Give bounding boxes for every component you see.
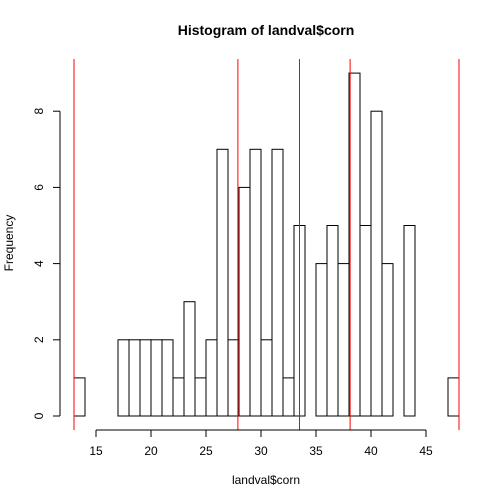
histogram-bar (403, 225, 416, 417)
histogram-bar (238, 186, 251, 417)
y-tick-label: 2 (32, 336, 46, 343)
histogram-bar (117, 339, 130, 417)
histogram-bar (139, 339, 152, 417)
y-axis-label: Frequency (2, 215, 16, 272)
histogram-bar (205, 339, 218, 417)
histogram-bar (359, 225, 372, 417)
x-tick-label: 20 (144, 444, 158, 458)
x-axis-label: landval$corn (232, 473, 300, 487)
histogram-bar (216, 148, 229, 417)
x-tick-label: 25 (199, 444, 213, 458)
x-tick-label: 45 (419, 444, 433, 458)
histogram-bar (172, 377, 185, 417)
histogram-bar (447, 377, 460, 417)
x-tick-label: 15 (89, 444, 103, 458)
y-axis: 0 2 4 6 8 (32, 108, 61, 419)
y-tick-label: 6 (32, 184, 46, 191)
histogram-bar (128, 339, 141, 417)
histogram-bar (381, 263, 394, 417)
x-tick-label: 40 (364, 444, 378, 458)
histogram-bar (282, 377, 295, 417)
histogram-bar (161, 339, 174, 417)
x-tick-label: 30 (254, 444, 268, 458)
histogram-bar (150, 339, 163, 417)
histogram-bar (183, 301, 196, 417)
histogram-bar (370, 110, 383, 417)
x-tick-label: 35 (309, 444, 323, 458)
y-tick-label: 8 (32, 108, 46, 115)
y-tick-label: 0 (32, 412, 46, 419)
chart-title: Histogram of landval$corn (178, 22, 355, 38)
histogram-bar (194, 377, 207, 417)
histogram-bar (260, 339, 273, 417)
y-tick-label: 4 (32, 260, 46, 267)
histogram-bar (249, 148, 262, 417)
histogram-bar (271, 148, 284, 417)
histogram-bars (73, 72, 460, 417)
reference-lines (73, 59, 460, 430)
histogram-bar (337, 263, 350, 417)
histogram-bar (315, 263, 328, 417)
histogram-bar (326, 225, 339, 417)
x-axis: 15 20 25 30 35 40 45 (89, 429, 433, 458)
histogram-bar (73, 377, 86, 417)
histogram-bar (227, 339, 240, 417)
histogram-bar (348, 72, 361, 417)
